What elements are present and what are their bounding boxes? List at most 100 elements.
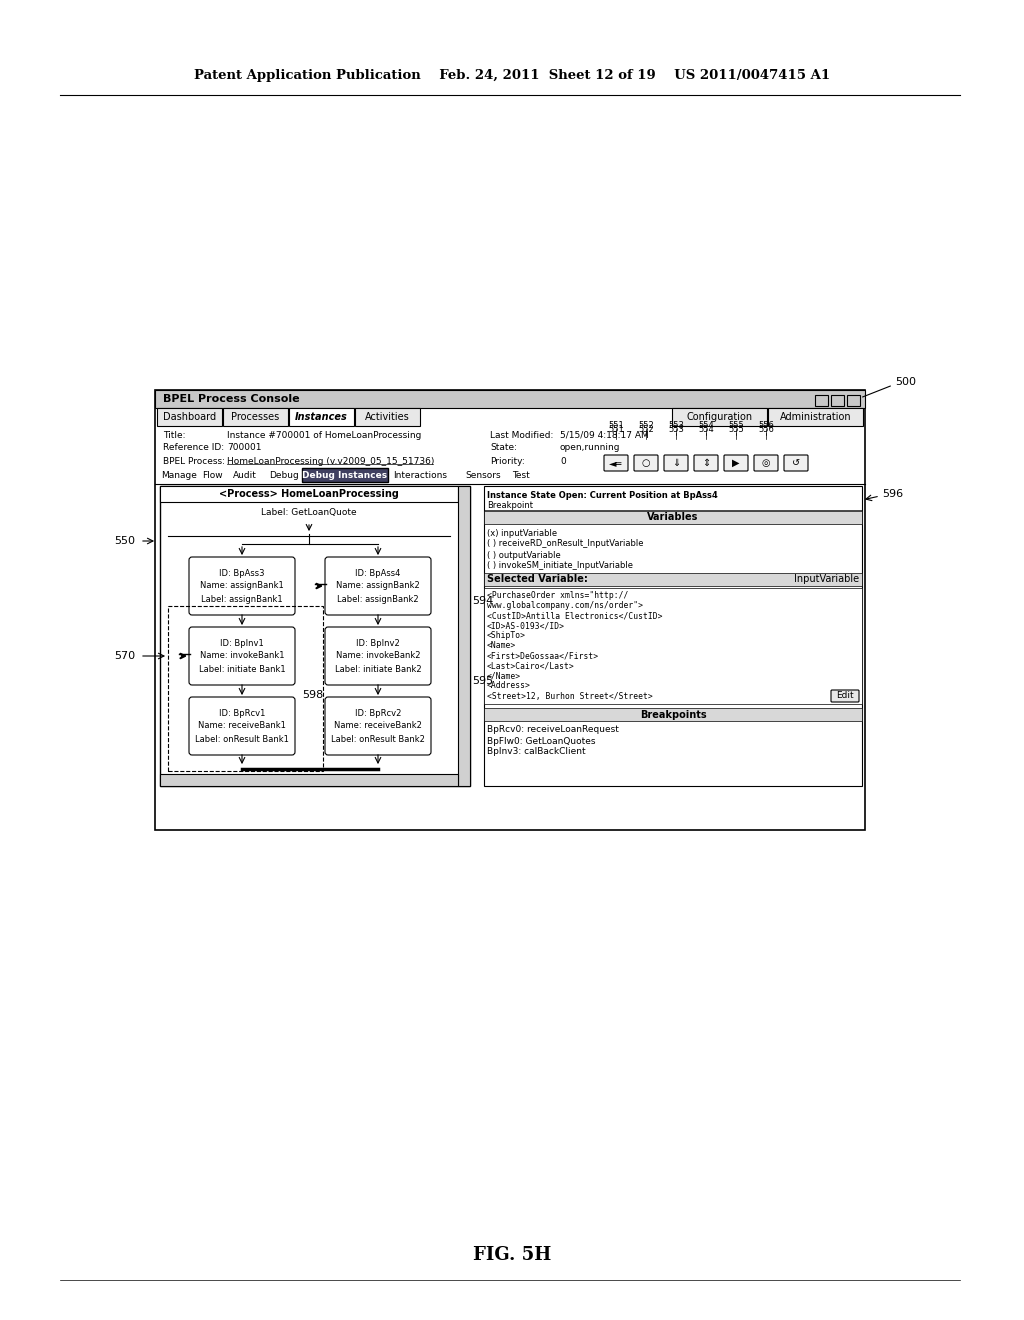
Text: Reference ID:: Reference ID: <box>163 444 224 453</box>
Text: Interactions: Interactions <box>393 470 447 479</box>
Text: 555: 555 <box>728 421 743 430</box>
Text: Test: Test <box>512 470 529 479</box>
Text: ( ) invokeSM_initiate_InputVariable: ( ) invokeSM_initiate_InputVariable <box>487 561 633 570</box>
Bar <box>484 486 862 785</box>
Text: 553: 553 <box>668 425 684 433</box>
Text: <Last>Cairo</Last>: <Last>Cairo</Last> <box>487 661 574 671</box>
Text: Breakpoint: Breakpoint <box>487 500 534 510</box>
Text: ID: BpInv2: ID: BpInv2 <box>356 639 400 648</box>
FancyBboxPatch shape <box>754 455 778 471</box>
Text: 556: 556 <box>758 425 774 433</box>
Text: Name: invokeBank1: Name: invokeBank1 <box>200 652 285 660</box>
Text: 551: 551 <box>608 425 624 433</box>
Text: www.globalcompany.com/ns/order">: www.globalcompany.com/ns/order"> <box>487 602 643 610</box>
Bar <box>160 486 470 785</box>
FancyBboxPatch shape <box>694 455 718 471</box>
Text: Name: receiveBank2: Name: receiveBank2 <box>334 722 422 730</box>
Bar <box>484 708 862 721</box>
Text: 550: 550 <box>114 536 135 546</box>
Bar <box>484 511 862 524</box>
Text: Label: initiate Bank2: Label: initiate Bank2 <box>335 664 421 673</box>
Text: BPEL Process Console: BPEL Process Console <box>163 393 300 404</box>
Text: Priority:: Priority: <box>490 457 524 466</box>
Text: Debug: Debug <box>269 470 299 479</box>
Text: 555: 555 <box>728 425 743 433</box>
Text: Manage: Manage <box>161 470 197 479</box>
FancyBboxPatch shape <box>325 557 431 615</box>
Text: Label: initiate Bank1: Label: initiate Bank1 <box>199 664 286 673</box>
Text: State:: State: <box>490 444 517 453</box>
FancyBboxPatch shape <box>604 455 628 471</box>
Text: ( ) outputVariable: ( ) outputVariable <box>487 550 561 560</box>
Text: 552: 552 <box>638 425 654 433</box>
Text: BpInv3: calBackClient: BpInv3: calBackClient <box>487 747 586 756</box>
Text: Sensors: Sensors <box>465 470 501 479</box>
Bar <box>223 408 288 426</box>
Bar <box>302 469 388 482</box>
Bar <box>160 486 458 502</box>
Bar <box>847 395 860 407</box>
Text: </Name>: </Name> <box>487 672 521 681</box>
FancyBboxPatch shape <box>724 455 748 471</box>
Text: Instance State Open: Current Position at BpAss4: Instance State Open: Current Position at… <box>487 491 718 499</box>
Text: Selected Variable:: Selected Variable: <box>487 574 588 585</box>
Text: 556: 556 <box>758 421 774 430</box>
Bar <box>289 408 354 426</box>
Text: BpRcv0: receiveLoanRequest: BpRcv0: receiveLoanRequest <box>487 726 618 734</box>
Text: ID: BpAss3: ID: BpAss3 <box>219 569 265 578</box>
Text: ID: BpRcv2: ID: BpRcv2 <box>354 709 401 718</box>
Text: Label: assignBank1: Label: assignBank1 <box>201 594 283 603</box>
FancyBboxPatch shape <box>189 627 295 685</box>
Text: <ID>AS-0193</ID>: <ID>AS-0193</ID> <box>487 622 565 631</box>
Text: Label: assignBank2: Label: assignBank2 <box>337 594 419 603</box>
Text: <Process> HomeLoanProcessing: <Process> HomeLoanProcessing <box>219 488 399 499</box>
FancyBboxPatch shape <box>634 455 658 471</box>
Text: 0: 0 <box>560 457 565 466</box>
Text: FIG. 5H: FIG. 5H <box>473 1246 551 1265</box>
Text: Edit: Edit <box>837 692 854 701</box>
Text: <ShipTo>: <ShipTo> <box>487 631 526 640</box>
Text: ◎: ◎ <box>762 458 770 469</box>
Text: Name: assignBank1: Name: assignBank1 <box>200 582 284 590</box>
Text: Name: invokeBank2: Name: invokeBank2 <box>336 652 420 660</box>
Bar <box>484 587 862 704</box>
Text: ID: BpRcv1: ID: BpRcv1 <box>219 709 265 718</box>
Text: ⇕: ⇕ <box>701 458 710 469</box>
Bar <box>155 389 865 830</box>
Text: open,running: open,running <box>560 444 621 453</box>
Text: 5/15/09 4:18:17 AM: 5/15/09 4:18:17 AM <box>560 430 649 440</box>
Text: ID: BpAss4: ID: BpAss4 <box>355 569 400 578</box>
FancyBboxPatch shape <box>325 627 431 685</box>
Bar <box>157 408 222 426</box>
Text: <PurchaseOrder xmlns="http://: <PurchaseOrder xmlns="http:// <box>487 591 629 601</box>
Text: 554: 554 <box>698 421 714 430</box>
Bar <box>355 408 420 426</box>
Text: Flow: Flow <box>202 470 223 479</box>
Text: ◄═: ◄═ <box>609 458 623 469</box>
Bar <box>160 774 458 785</box>
Text: 552: 552 <box>638 421 654 430</box>
Text: (x) inputVariable: (x) inputVariable <box>487 528 557 537</box>
Text: Last Modified:: Last Modified: <box>490 430 553 440</box>
Text: 570: 570 <box>114 651 135 661</box>
Text: HomeLoanProcessing (v.v2009_05_15_51736): HomeLoanProcessing (v.v2009_05_15_51736) <box>227 457 434 466</box>
Text: 596: 596 <box>882 488 903 499</box>
Text: ↺: ↺ <box>792 458 800 469</box>
Bar <box>458 486 470 785</box>
Text: <CustID>Antilla Electronics</CustID>: <CustID>Antilla Electronics</CustID> <box>487 611 663 620</box>
Text: Label: onResult Bank1: Label: onResult Bank1 <box>195 734 289 743</box>
Text: 500: 500 <box>895 378 916 387</box>
Text: <Address>: <Address> <box>487 681 530 690</box>
Bar <box>672 408 767 426</box>
Text: <Name>: <Name> <box>487 642 516 651</box>
Text: ( ) receiveRD_onResult_InputVariable: ( ) receiveRD_onResult_InputVariable <box>487 540 643 549</box>
Text: 594: 594 <box>472 597 494 606</box>
Text: ○: ○ <box>642 458 650 469</box>
Text: Configuration: Configuration <box>686 412 753 422</box>
Text: Audit: Audit <box>233 470 257 479</box>
Text: 700001: 700001 <box>227 444 261 453</box>
Text: Breakpoints: Breakpoints <box>640 710 707 719</box>
FancyBboxPatch shape <box>325 697 431 755</box>
FancyBboxPatch shape <box>831 690 859 702</box>
Text: ID: BpInv1: ID: BpInv1 <box>220 639 264 648</box>
